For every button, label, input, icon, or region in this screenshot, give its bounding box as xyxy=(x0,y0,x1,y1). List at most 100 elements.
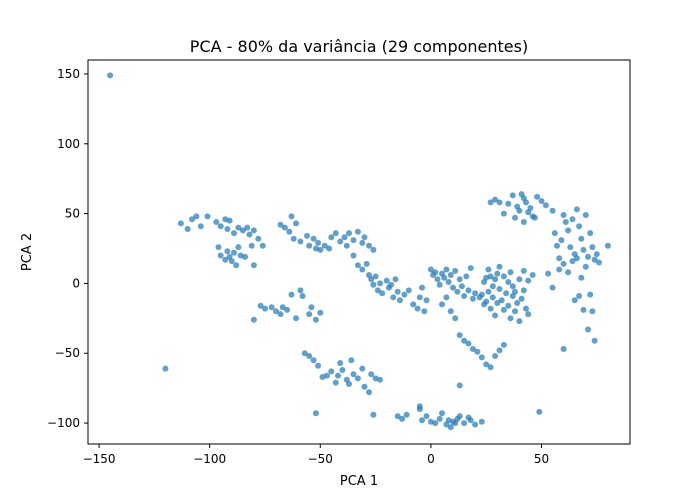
scatter-point xyxy=(222,256,229,263)
scatter-point xyxy=(354,228,361,235)
scatter-point xyxy=(293,315,299,322)
scatter-point xyxy=(456,413,463,420)
data-points xyxy=(107,72,611,431)
scatter-point xyxy=(516,207,523,214)
scatter-point xyxy=(368,276,375,283)
scatter-point xyxy=(217,223,224,230)
scatter-point xyxy=(392,276,399,283)
scatter-point xyxy=(361,234,368,241)
scatter-point xyxy=(587,230,594,237)
scatter-point xyxy=(571,297,578,304)
y-tick-label: 150 xyxy=(57,67,80,81)
scatter-point xyxy=(299,293,306,299)
scatter-point xyxy=(505,279,512,285)
scatter-point xyxy=(421,308,428,315)
scatter-point xyxy=(529,272,536,278)
scatter-point xyxy=(177,220,184,227)
scatter-point xyxy=(554,242,560,249)
scatter-point xyxy=(228,258,235,265)
scatter-point xyxy=(189,216,195,223)
scatter-point xyxy=(565,269,572,276)
scatter-point xyxy=(534,193,541,200)
scatter-point xyxy=(350,371,357,378)
scatter-point xyxy=(562,219,569,225)
scatter-point xyxy=(604,242,611,249)
scatter-point xyxy=(582,212,589,218)
scatter-point xyxy=(576,293,583,299)
scatter-point xyxy=(432,269,439,276)
scatter-point xyxy=(512,214,518,221)
scatter-point xyxy=(516,318,523,325)
scatter-point xyxy=(277,311,284,318)
scatter-point xyxy=(436,415,443,422)
scatter-point xyxy=(494,300,501,306)
scatter-point xyxy=(250,316,257,323)
scatter-point xyxy=(582,263,589,270)
scatter-point xyxy=(315,362,322,369)
scatter-point xyxy=(443,294,450,301)
scatter-point xyxy=(512,308,518,315)
scatter-point xyxy=(317,246,324,253)
x-axis-label: PCA 1 xyxy=(340,474,378,489)
scatter-point xyxy=(224,248,231,255)
scatter-point xyxy=(520,267,527,274)
scatter-point xyxy=(518,295,525,302)
scatter-point xyxy=(560,260,567,267)
scatter-point xyxy=(343,242,350,249)
scatter-point xyxy=(439,301,445,308)
scatter-point xyxy=(589,308,596,315)
scatter-point xyxy=(244,224,251,231)
scatter-point xyxy=(239,227,246,234)
scatter-point xyxy=(339,367,346,373)
scatter-point xyxy=(500,273,507,280)
scatter-point xyxy=(328,234,335,241)
scatter-point xyxy=(445,279,452,285)
scatter-point xyxy=(496,263,503,270)
scatter-point xyxy=(184,226,191,232)
scatter-point xyxy=(354,375,361,382)
scatter-point xyxy=(268,304,275,311)
scatter-point xyxy=(416,294,423,301)
scatter-point xyxy=(317,309,324,316)
scatter-point xyxy=(461,337,468,344)
scatter-point xyxy=(469,346,476,352)
scatter-point xyxy=(514,300,521,306)
scatter-point xyxy=(485,266,492,273)
y-tick-label: 100 xyxy=(57,137,80,151)
scatter-point xyxy=(290,235,297,242)
scatter-point xyxy=(235,244,242,251)
scatter-point xyxy=(396,297,403,304)
scatter-point xyxy=(346,381,352,387)
scatter-point xyxy=(472,421,479,428)
scatter-point xyxy=(447,272,454,278)
scatter-point xyxy=(512,288,518,295)
x-tick-label: −100 xyxy=(193,452,226,466)
scatter-point xyxy=(434,276,441,283)
scatter-point xyxy=(576,223,583,230)
scatter-point xyxy=(304,232,310,239)
scatter-point xyxy=(377,376,383,383)
scatter-point xyxy=(527,205,534,211)
scatter-point xyxy=(337,238,344,245)
scatter-point xyxy=(596,259,602,266)
scatter-point xyxy=(467,417,474,424)
scatter-point xyxy=(259,242,266,249)
scatter-point xyxy=(578,235,585,242)
scatter-point xyxy=(419,417,425,424)
scatter-point xyxy=(507,315,514,322)
scatter-point xyxy=(496,347,503,354)
scatter-point xyxy=(478,418,485,425)
scatter-point xyxy=(335,372,341,379)
scatter-point xyxy=(450,284,456,291)
scatter-point xyxy=(279,304,286,311)
scatter-point xyxy=(255,235,262,242)
scatter-point xyxy=(350,252,357,259)
scatter-point xyxy=(281,224,288,231)
scatter-point xyxy=(288,213,295,220)
scatter-point xyxy=(454,288,461,295)
scatter-point xyxy=(567,244,574,251)
scatter-point xyxy=(556,255,563,262)
scatter-point xyxy=(332,379,339,386)
scatter-point xyxy=(235,224,242,231)
